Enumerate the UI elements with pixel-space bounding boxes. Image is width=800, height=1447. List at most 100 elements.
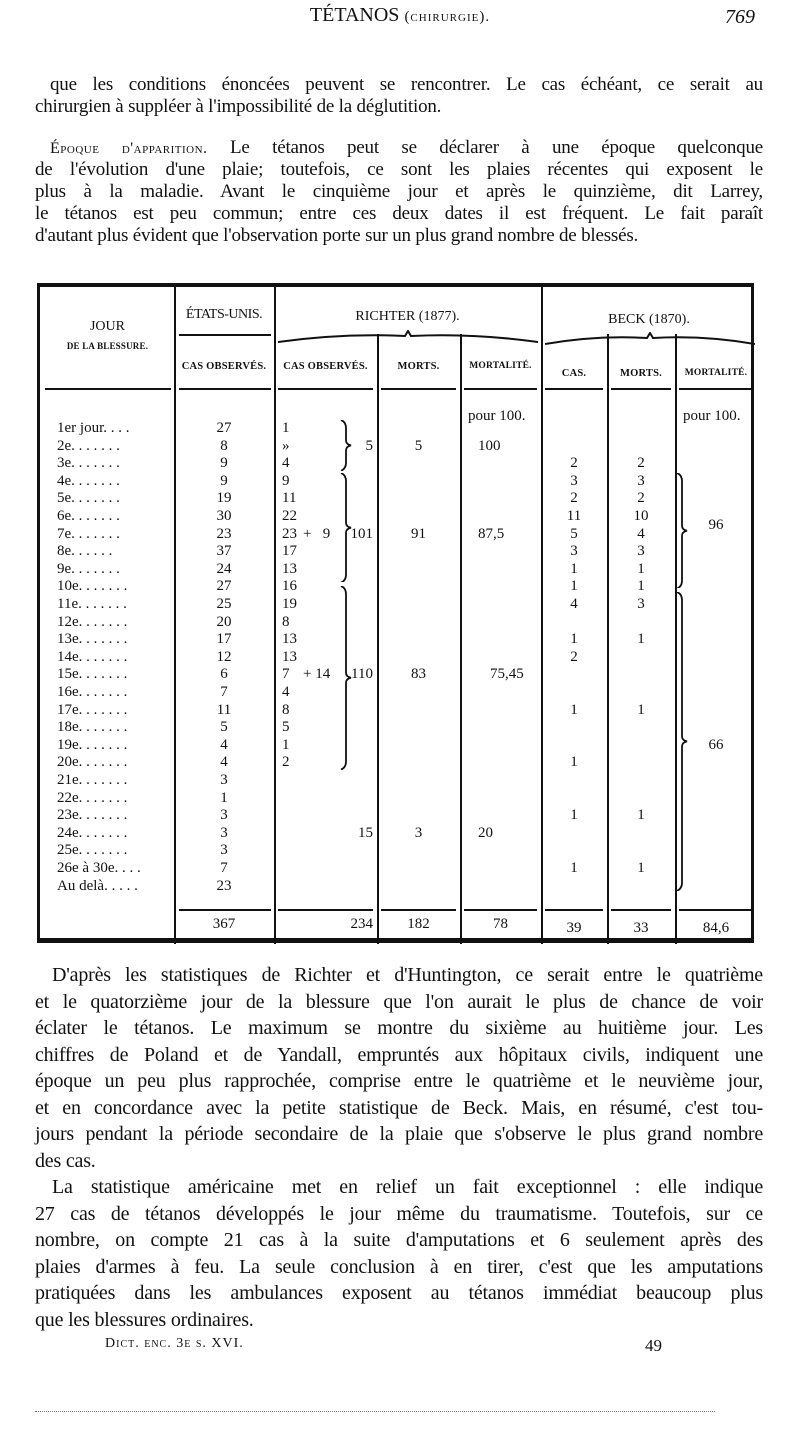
- day-label: 25e. . . . . . .: [57, 842, 128, 859]
- totals-rule: [278, 909, 373, 911]
- text-line-content: et le quatorzième jour de la blessure qu…: [35, 990, 763, 1013]
- day-label: 24e. . . . . . .: [57, 824, 128, 841]
- richter-cases: 17: [282, 543, 297, 560]
- richter-cases: 22: [282, 508, 297, 524]
- richter-cases: 2: [282, 754, 290, 771]
- beck-header-brace-icon: [545, 332, 755, 345]
- beck-deaths-total: 33: [633, 920, 649, 936]
- beck-brace-icon: [676, 472, 688, 589]
- beck-cases: 5: [570, 525, 578, 542]
- day-label: 7e. . . . . . .: [57, 525, 120, 542]
- etats-unis-cases: 3: [220, 824, 228, 841]
- column-rule: [377, 334, 379, 944]
- running-head: TÉTANOS (chirurgie).: [0, 4, 800, 27]
- etats-unis-rule: [179, 334, 271, 336]
- day-label: 2e. . . . . . .: [57, 437, 120, 454]
- totals-rule: [179, 909, 271, 911]
- richter-group-deaths: 5: [414, 437, 423, 454]
- header-beck-cas: CAS.: [561, 368, 587, 379]
- text-line: que les blessures ordinaires.: [35, 1308, 763, 1332]
- text-line: pratiquées dans les ambulances exposent …: [35, 1281, 763, 1305]
- footer-sheet-number: 49: [645, 1336, 662, 1355]
- text-line-content: époque un peu plus rapprochée, comprise …: [35, 1070, 763, 1092]
- day-label: 21e. . . . . . .: [57, 772, 128, 788]
- richter-cases: 5: [282, 719, 290, 736]
- header-richter: RICHTER (1877).: [355, 309, 460, 324]
- text-line-content: que les blessures ordinaires.: [35, 1308, 254, 1331]
- text-line: et en concordance avec la petite statist…: [35, 1096, 763, 1120]
- day-label: 18e. . . . . . .: [57, 719, 128, 736]
- beck-cases: 1: [570, 701, 578, 718]
- beck-brace-icon: [676, 592, 688, 892]
- richter-cases: 8: [282, 613, 290, 630]
- text-line-content: Le tétanos peut se déclarer à une époque…: [230, 137, 763, 158]
- etats-unis-cases: 19: [216, 490, 232, 507]
- etats-unis-cases: 25: [216, 596, 232, 612]
- beck-deaths: 1: [637, 701, 645, 718]
- column-rule: [460, 334, 462, 944]
- text-line: chiffres de Poland et de Yandall, emprun…: [35, 1043, 763, 1067]
- beck-group-mortality: 96: [708, 516, 724, 533]
- header-rule: [679, 388, 753, 390]
- text-line-content: pratiquées dans les ambulances exposent …: [35, 1282, 763, 1304]
- beck-group-mortality: 66: [708, 736, 724, 753]
- text-line: le tétanos est peu commun; entre ces deu…: [35, 203, 763, 225]
- richter-cases: 4: [282, 455, 290, 472]
- etats-unis-cases: 9: [220, 455, 228, 472]
- richter-cases: 8: [282, 701, 290, 718]
- richter-brace-icon: [340, 420, 352, 471]
- richter-brace-icon: [340, 586, 352, 770]
- text-line: éclater le tétanos. Le maximum se montre…: [35, 1016, 763, 1040]
- richter-group-mortality: 100: [478, 437, 501, 454]
- richter-extra-cases: + 14: [303, 666, 331, 683]
- etats-unis-cases: 3: [220, 772, 228, 788]
- beck-deaths: 1: [637, 631, 645, 648]
- text-line-content: le tétanos est peu commun; entre ces deu…: [35, 203, 763, 224]
- etats-unis-cases: 3: [220, 842, 228, 859]
- richter-cases: 9: [282, 472, 290, 489]
- text-line: époque un peu plus rapprochée, comprise …: [35, 1069, 763, 1093]
- richter-cases: 19: [282, 596, 297, 612]
- day-label: 15e. . . . . . .: [57, 666, 128, 683]
- day-label: 20e. . . . . . .: [57, 754, 128, 771]
- etats-unis-cases: 12: [216, 648, 232, 665]
- beck-mortality-total: 84,6: [702, 920, 730, 936]
- text-line-content: plaies d'armes à feu. La seule conclusio…: [35, 1255, 763, 1278]
- beck-deaths: 2: [637, 455, 645, 472]
- text-line: plus à la maladie. Avant le cinquième jo…: [35, 181, 763, 203]
- beck-deaths: 1: [637, 860, 645, 876]
- richter-cases: 13: [282, 648, 297, 665]
- text-line: des cas.: [35, 1149, 763, 1173]
- day-label: 9e. . . . . . .: [57, 560, 120, 577]
- beck-cases: 2: [570, 455, 578, 472]
- etats-unis-cases: 7: [220, 860, 228, 876]
- beck-cases: 1: [570, 754, 578, 771]
- day-label: Au delà. . . . .: [57, 877, 138, 894]
- richter-cases: »: [282, 437, 290, 454]
- etats-unis-cases: 6: [220, 666, 228, 683]
- etats-unis-cases: 1: [220, 789, 228, 806]
- text-line: jours pendant la période secondaire de l…: [35, 1122, 763, 1146]
- text-line-content: éclater le tétanos. Le maximum se montre…: [35, 1017, 763, 1039]
- text-line-content: des cas.: [35, 1149, 96, 1172]
- page-number: 769: [725, 6, 755, 28]
- beck-cases: 11: [566, 508, 582, 524]
- richter-cases: 1: [282, 736, 290, 753]
- header-beck: BECK (1870).: [608, 312, 690, 327]
- text-line: de l'évolution d'une plaie; toutefois, c…: [35, 159, 763, 181]
- richter-cases-total: 234: [350, 916, 374, 932]
- day-label: 3e. . . . . . .: [57, 455, 120, 472]
- richter-cases: 13: [282, 560, 297, 577]
- richter-cases: 23: [282, 525, 297, 542]
- richter-group-deaths: 3: [414, 824, 423, 841]
- totals-rule: [545, 909, 603, 911]
- day-label: 6e. . . . . . .: [57, 508, 120, 524]
- day-label: 16e. . . . . . .: [57, 684, 128, 700]
- day-label: 8e. . . . . .: [57, 543, 113, 560]
- day-label: 4e. . . . . . .: [57, 472, 120, 489]
- beck-deaths: 2: [637, 490, 645, 507]
- etats-unis-cases: 4: [220, 736, 228, 753]
- text-line-content: plus à la maladie. Avant le cinquième jo…: [35, 181, 763, 202]
- beck-pour-100-label: pour 100.: [683, 408, 741, 424]
- text-line: d'autant plus évident que l'observation …: [35, 225, 763, 247]
